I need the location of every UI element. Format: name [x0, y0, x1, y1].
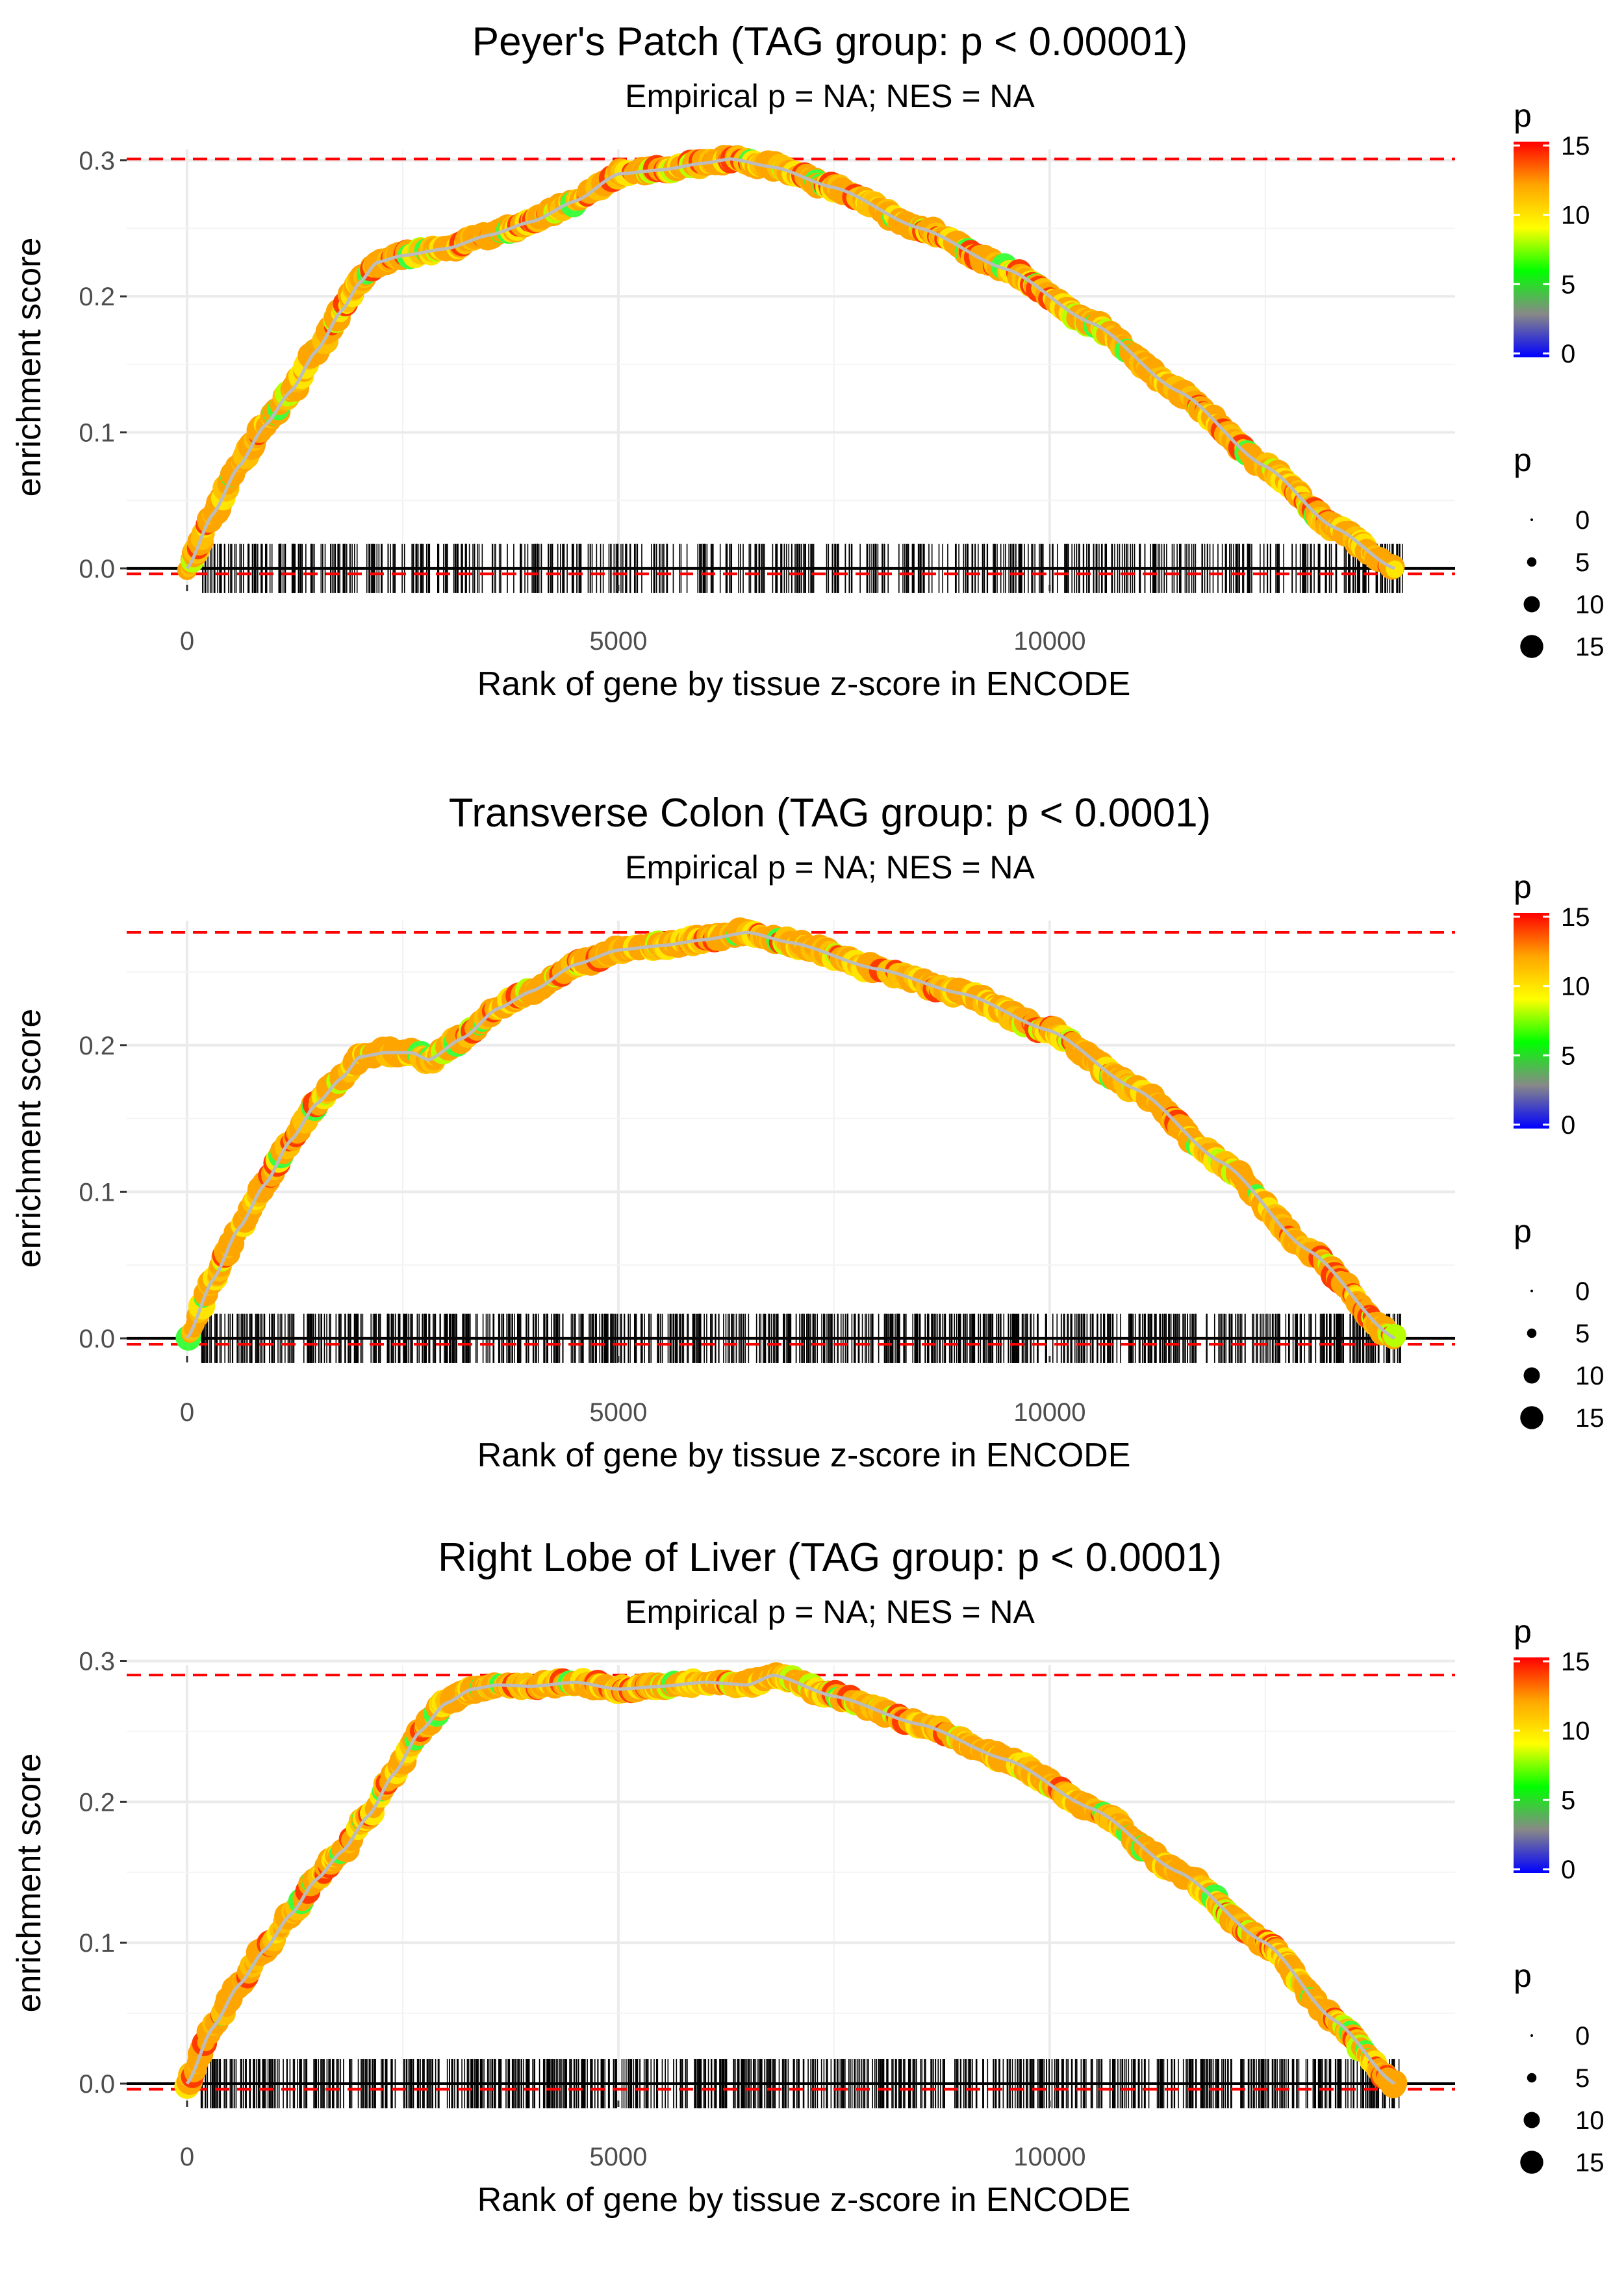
color-legend: p 15 10 5 0 — [1514, 97, 1590, 368]
size-legend-label: 0 — [1575, 506, 1590, 535]
color-legend-label: 5 — [1561, 1041, 1575, 1070]
size-legend-label: 0 — [1575, 1277, 1590, 1306]
size-legend-label: 5 — [1575, 1320, 1590, 1348]
enrichment-points — [175, 917, 1406, 1351]
x-axis-title: Rank of gene by tissue z-score in ENCODE — [477, 665, 1131, 703]
gridlines — [127, 921, 1455, 1356]
color-legend-label: 10 — [1561, 973, 1590, 1001]
size-legend-label: 10 — [1575, 591, 1605, 619]
color-bar — [1514, 142, 1549, 357]
size-legend-dot — [1527, 1328, 1537, 1338]
chart-title: Right Lobe of Liver (TAG group: p < 0.00… — [438, 1535, 1222, 1580]
color-legend-label: 15 — [1561, 132, 1590, 160]
chart-title: Transverse Colon (TAG group: p < 0.0001) — [449, 791, 1211, 836]
color-legend: p 15 10 5 0 — [1514, 869, 1590, 1140]
chart-subtitle: Empirical p = NA; NES = NA — [625, 849, 1035, 886]
axes: 0 5000 10000 0.0 0.1 0.2 0.3 — [79, 147, 1085, 656]
enrichment-line — [185, 930, 1396, 1340]
color-legend-label: 0 — [1561, 340, 1575, 368]
x-axis-title: Rank of gene by tissue z-score in ENCODE — [477, 1437, 1131, 1474]
color-legend-label: 15 — [1561, 903, 1590, 932]
size-legend-dot — [1530, 1290, 1533, 1292]
color-legend-label: 0 — [1561, 1111, 1575, 1140]
chart-subtitle: Empirical p = NA; NES = NA — [625, 78, 1035, 114]
x-tick-label: 0 — [180, 627, 194, 656]
chart-transverse-colon: Transverse Colon (TAG group: p < 0.0001)… — [10, 791, 1605, 1474]
color-legend-label: 5 — [1561, 270, 1575, 299]
color-legend-title: p — [1514, 97, 1532, 134]
x-tick-label: 10000 — [1013, 627, 1085, 656]
size-legend-title: p — [1514, 1213, 1532, 1249]
enrichment-point — [1383, 1323, 1406, 1348]
size-legend-dot — [1527, 557, 1537, 567]
size-legend: p 0 5 10 15 — [1514, 442, 1605, 661]
enrichment-line — [185, 157, 1395, 570]
y-axis-title: enrichment score — [10, 1009, 48, 1268]
y-tick-label: 0.2 — [79, 283, 115, 311]
enrichment-points — [174, 1662, 1408, 2099]
color-legend-label: 10 — [1561, 201, 1590, 230]
size-legend-dot — [1520, 635, 1543, 658]
size-legend-label: 15 — [1575, 1404, 1605, 1433]
chart-subtitle: Empirical p = NA; NES = NA — [625, 1594, 1035, 1630]
size-legend-dot — [1520, 1406, 1543, 1429]
x-tick-label: 5000 — [589, 627, 647, 656]
size-legend-dot — [1523, 596, 1540, 613]
x-tick-label: 0 — [180, 1398, 194, 1427]
panel-right-lobe-liver: Right Lobe of Liver (TAG group: p < 0.00… — [0, 1516, 1624, 2274]
color-bar — [1514, 913, 1549, 1129]
enrichment-point — [1386, 560, 1404, 578]
size-legend-label: 5 — [1575, 548, 1590, 577]
axes: 0 5000 10000 0.0 0.1 0.2 — [79, 1032, 1085, 1427]
y-tick-label: 0.3 — [79, 147, 115, 175]
panel-transverse-colon: Transverse Colon (TAG group: p < 0.0001)… — [0, 771, 1624, 1529]
gridlines — [127, 149, 1455, 585]
size-legend-dot — [1523, 1367, 1540, 1384]
size-legend-label: 15 — [1575, 633, 1605, 661]
chart-peyers-patch: Peyer's Patch (TAG group: p < 0.00001) Em… — [10, 19, 1605, 703]
size-legend-dot — [1530, 518, 1533, 521]
color-legend-title: p — [1514, 869, 1532, 905]
size-legend: p 0 5 10 15 — [1514, 1213, 1605, 1433]
y-tick-label: 0.1 — [79, 419, 115, 448]
panel-peyers-patch: Peyer's Patch (TAG group: p < 0.00001) Em… — [0, 0, 1624, 758]
chart-title: Peyer's Patch (TAG group: p < 0.00001) — [472, 19, 1187, 64]
size-legend-label: 10 — [1575, 1362, 1605, 1390]
x-tick-label: 10000 — [1013, 1398, 1085, 1427]
size-legend-title: p — [1514, 442, 1532, 478]
y-axis-title: enrichment score — [10, 238, 48, 497]
x-tick-label: 5000 — [589, 1398, 647, 1427]
enrichment-points — [177, 144, 1405, 580]
y-tick-label: 0.2 — [79, 1032, 115, 1060]
y-tick-label: 0.0 — [79, 1325, 115, 1353]
y-tick-label: 0.1 — [79, 1178, 115, 1207]
chart-right-lobe-liver: Right Lobe of Liver (TAG group: p < 0.00… — [10, 1535, 1605, 2219]
y-tick-label: 0.0 — [79, 555, 115, 583]
